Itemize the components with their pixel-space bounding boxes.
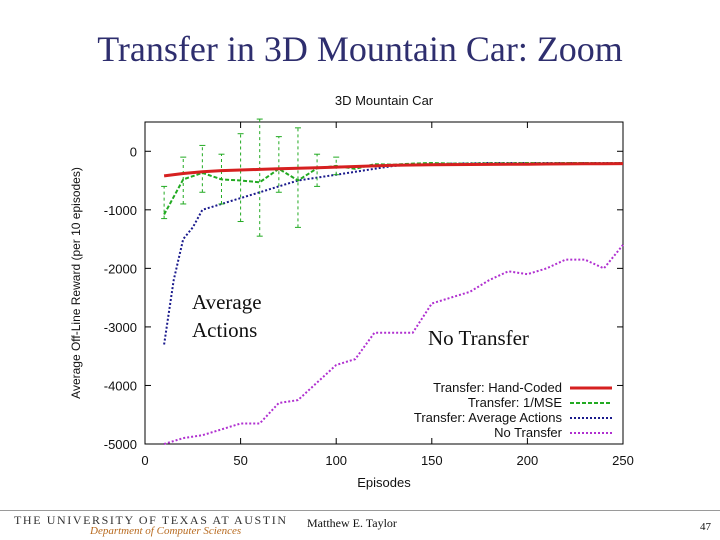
footer-rule — [0, 510, 720, 511]
legend-label-0: Transfer: Hand-Coded — [433, 380, 562, 395]
slide-title: Transfer in 3D Mountain Car: Zoom — [97, 29, 623, 69]
legend-label-3: No Transfer — [494, 425, 563, 440]
legend-label-2: Transfer: Average Actions — [414, 410, 563, 425]
chart-svg: 3D Mountain Car 0 50 100 150 200 250 0 -1000 -20… — [69, 93, 634, 490]
x-tick-label: 100 — [325, 453, 347, 468]
series-layer — [161, 118, 624, 445]
y-tick-label: -1000 — [104, 203, 137, 218]
university-name: THE UNIVERSITY OF TEXAS AT AUSTIN — [14, 513, 288, 527]
legend-label-1: Transfer: 1/MSE — [468, 395, 562, 410]
chart-title: 3D Mountain Car — [335, 93, 434, 108]
annotation-average-actions: Average Actions — [192, 290, 262, 342]
department-name: Department of Computer Sciences — [90, 525, 242, 537]
y-tick-label: 0 — [130, 144, 137, 159]
x-tick-label: 0 — [141, 453, 148, 468]
x-tick-label: 250 — [612, 453, 634, 468]
x-tick-label: 200 — [517, 453, 539, 468]
axes: 0 50 100 150 200 250 0 -1000 -2000 -3000 -4000 -500… — [104, 122, 634, 468]
y-axis-label: Average Off-Line Reward (per 10 episodes… — [69, 167, 83, 399]
series-line-3 — [163, 244, 624, 445]
x-axis-label: Episodes — [357, 475, 411, 490]
author-name: Matthew E. Taylor — [307, 516, 397, 530]
y-tick-label: -2000 — [104, 261, 137, 276]
x-tick-label: 50 — [233, 453, 247, 468]
y-tick-label: -3000 — [104, 320, 137, 335]
y-tick-label: -5000 — [104, 437, 137, 452]
plot-frame — [144, 121, 624, 445]
series-line-0 — [163, 162, 624, 178]
annotation-no-transfer: No Transfer — [428, 326, 529, 350]
x-tick-label: 150 — [421, 453, 443, 468]
y-tick-label: -4000 — [104, 378, 137, 393]
page-number: 47 — [700, 521, 711, 533]
